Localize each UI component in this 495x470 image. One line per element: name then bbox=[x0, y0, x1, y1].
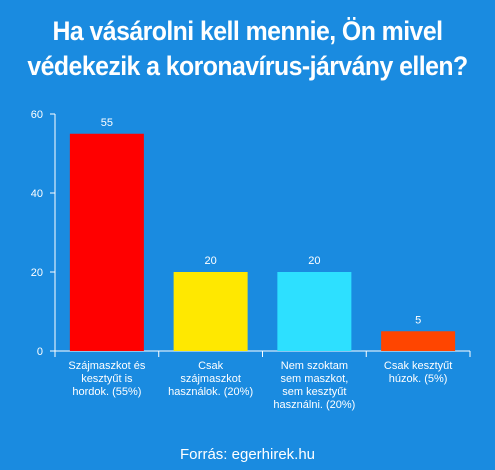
x-category-label: Csak kesztyűt húzok. (5%) bbox=[384, 360, 452, 385]
x-category-label-line: húzok. (5%) bbox=[389, 373, 448, 385]
x-category-label: Csak szájmaszkot használok. (20%) bbox=[168, 360, 253, 398]
chart-title-line-2: védekezik a koronavírus-járvány ellen? bbox=[27, 51, 468, 81]
x-category-label-line: Csak kesztyűt bbox=[384, 360, 452, 372]
y-tick-label: 0 bbox=[37, 346, 43, 358]
x-category-label: Szájmaszkot és kesztyűt is hordok. (55%) bbox=[68, 360, 146, 398]
y-tick-label: 40 bbox=[31, 188, 43, 200]
x-category-label-line: használok. (20%) bbox=[168, 386, 253, 398]
bar bbox=[277, 272, 352, 351]
x-category-label-line: kesztyűt is bbox=[81, 373, 133, 385]
source-caption: Forrás: egerhirek.hu bbox=[179, 446, 316, 463]
x-category-label-line: Nem szoktam bbox=[281, 360, 348, 372]
x-category-label-line: Szájmaszkot és bbox=[68, 360, 146, 372]
chart-title: Ha vásárolni kell mennie, Ön mivel védek… bbox=[20, 14, 475, 84]
data-label: 20 bbox=[205, 255, 217, 267]
x-category-label-line: hordok. (55%) bbox=[72, 386, 141, 398]
y-tick-label: 60 bbox=[31, 109, 43, 121]
bar bbox=[69, 133, 144, 351]
bar bbox=[173, 272, 248, 351]
bar bbox=[381, 331, 456, 351]
x-category-label-line: sem maszkot, bbox=[280, 373, 348, 385]
y-tick-label: 20 bbox=[31, 267, 43, 279]
data-label: 55 bbox=[101, 117, 113, 129]
x-category-label: Nem szoktam sem maszkot, sem kesztyűt haszn… bbox=[273, 360, 355, 411]
x-category-label-line: Csak bbox=[198, 360, 224, 372]
chart-title-line-1: Ha vásárolni kell mennie, Ön mivel bbox=[52, 16, 443, 46]
x-category-label-line: sem kesztyűt bbox=[282, 386, 346, 398]
x-category-label-line: szájmaszkot bbox=[180, 373, 241, 385]
data-label: 5 bbox=[415, 314, 421, 326]
x-category-label-line: használni. (20%) bbox=[273, 399, 355, 411]
data-label: 20 bbox=[308, 255, 320, 267]
